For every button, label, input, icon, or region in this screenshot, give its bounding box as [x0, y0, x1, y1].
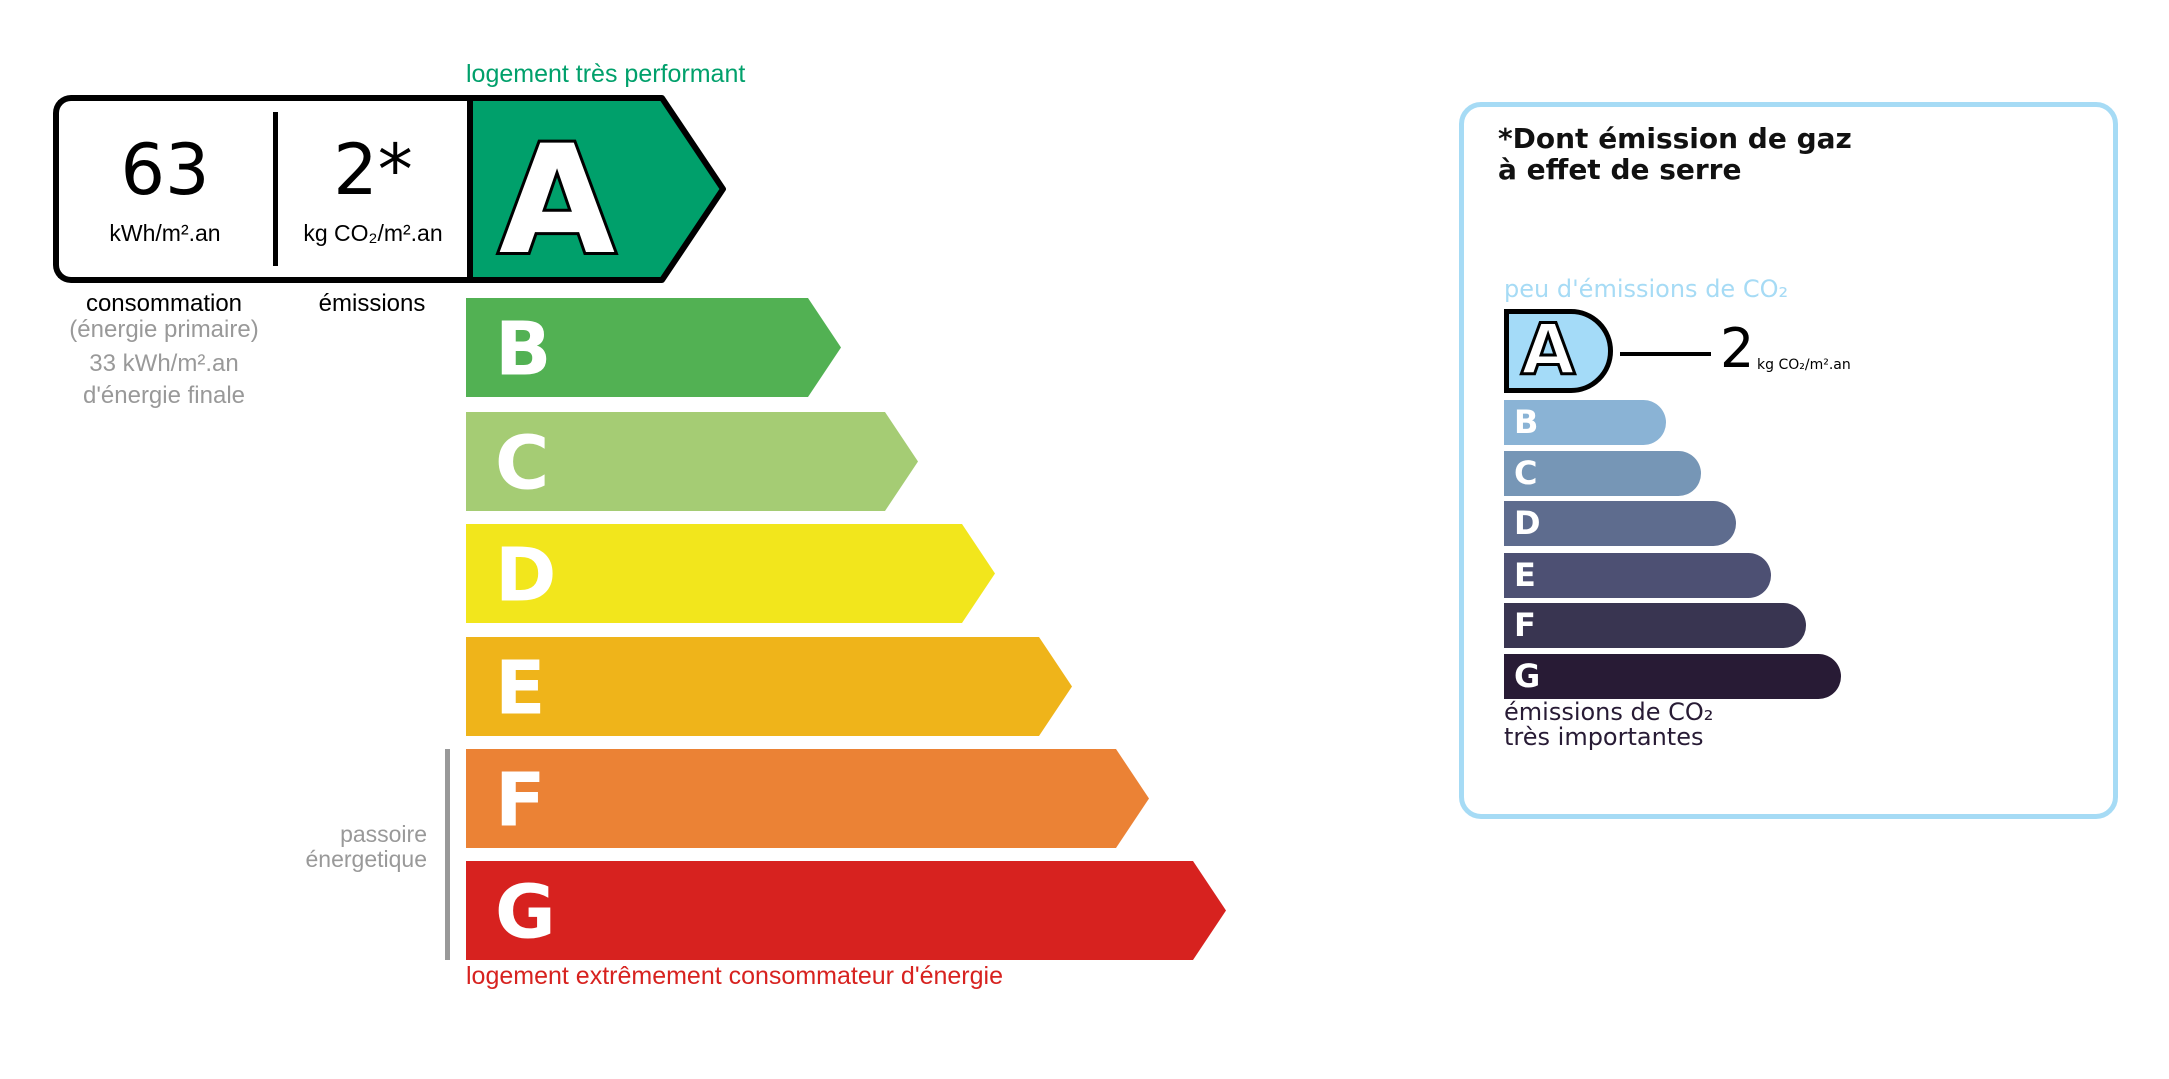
emission-unit: kg CO₂/m².an [303, 220, 443, 246]
ges-top-label: peu d'émissions de CO₂ [1504, 275, 1789, 303]
energy-letter: D [495, 533, 556, 619]
energy-arrow-current [467, 95, 726, 283]
energy-letter: G [495, 870, 556, 956]
energy-arrow [466, 637, 1072, 736]
passoire-line2: énergetique [305, 846, 428, 873]
ges-bottom-label: émissions de CO₂ très importantes [1504, 698, 1714, 752]
consumption-value: 63 [120, 129, 210, 211]
value-box [53, 95, 470, 283]
ges-letter: F [1514, 606, 1536, 644]
ges-title: *Dont émission de gaz à effet de serre [1498, 122, 1852, 186]
ges-class-c: C [1504, 451, 1701, 496]
ges-class-f: F [1504, 603, 1806, 648]
consumption-label: consommation [85, 290, 243, 317]
ges-class-e: E [1504, 553, 1771, 598]
ges-class-b: B [1504, 400, 1666, 445]
energy-class-d: D [466, 524, 995, 623]
ges-title-line2: à effet de serre [1498, 152, 1742, 186]
energy-current-letter: A [499, 114, 615, 288]
energy-letter: B [495, 307, 551, 393]
energy-class-c: C [466, 412, 918, 511]
top-label: logement très performant [466, 60, 746, 88]
energy-letter: F [495, 758, 546, 844]
passoire-bracket [445, 749, 450, 960]
energy-arrow [466, 749, 1149, 848]
passoire-line1: passoire [340, 821, 427, 847]
ges-letter: D [1514, 504, 1541, 542]
bottom-label: logement extrêmement consommateur d'éner… [466, 962, 1003, 990]
ges-class-current: A [1504, 309, 1613, 393]
ges-letter: E [1514, 556, 1536, 594]
primary-energy-label: (énergie primaire) [69, 316, 259, 343]
ges-title-line1: *Dont émission de gaz [1498, 122, 1852, 155]
emission-value: 2* [333, 129, 413, 211]
consumption-unit: kWh/m².an [109, 220, 221, 246]
energy-letter: E [495, 646, 546, 732]
energy-class-f: F [466, 749, 1149, 848]
energy-arrow [466, 412, 918, 511]
energy-arrow [466, 298, 841, 397]
ges-letter: B [1514, 403, 1539, 441]
ges-pointer-line [1620, 352, 1711, 356]
emissions-label: émissions [318, 290, 426, 317]
ges-value: 2 [1720, 317, 1755, 380]
energy-arrow [466, 524, 995, 623]
ges-letter: C [1514, 454, 1538, 492]
ges-panel [1459, 102, 2118, 819]
ges-current-letter: A [1519, 309, 1576, 391]
ges-bottom-line2: très importantes [1504, 723, 1704, 752]
energy-class-g: G [466, 861, 1226, 960]
final-energy-label: d'énergie finale [82, 382, 246, 409]
final-energy-value: 33 kWh/m².an [89, 350, 239, 377]
energy-class-e: E [466, 637, 1072, 736]
passoire-label: passoire énergetique [305, 821, 428, 873]
ges-class-d: D [1504, 501, 1736, 546]
energy-letter: C [495, 421, 549, 507]
ges-class-g: G [1504, 654, 1841, 699]
energy-class-b: B [466, 298, 841, 397]
divider [273, 112, 278, 266]
ges-bottom-line1: émissions de CO₂ [1504, 698, 1714, 726]
energy-class-a: A [467, 95, 726, 291]
energy-arrow [466, 861, 1226, 960]
ges-unit: kg CO₂/m².an [1757, 357, 1851, 373]
ges-letter: G [1514, 657, 1541, 695]
